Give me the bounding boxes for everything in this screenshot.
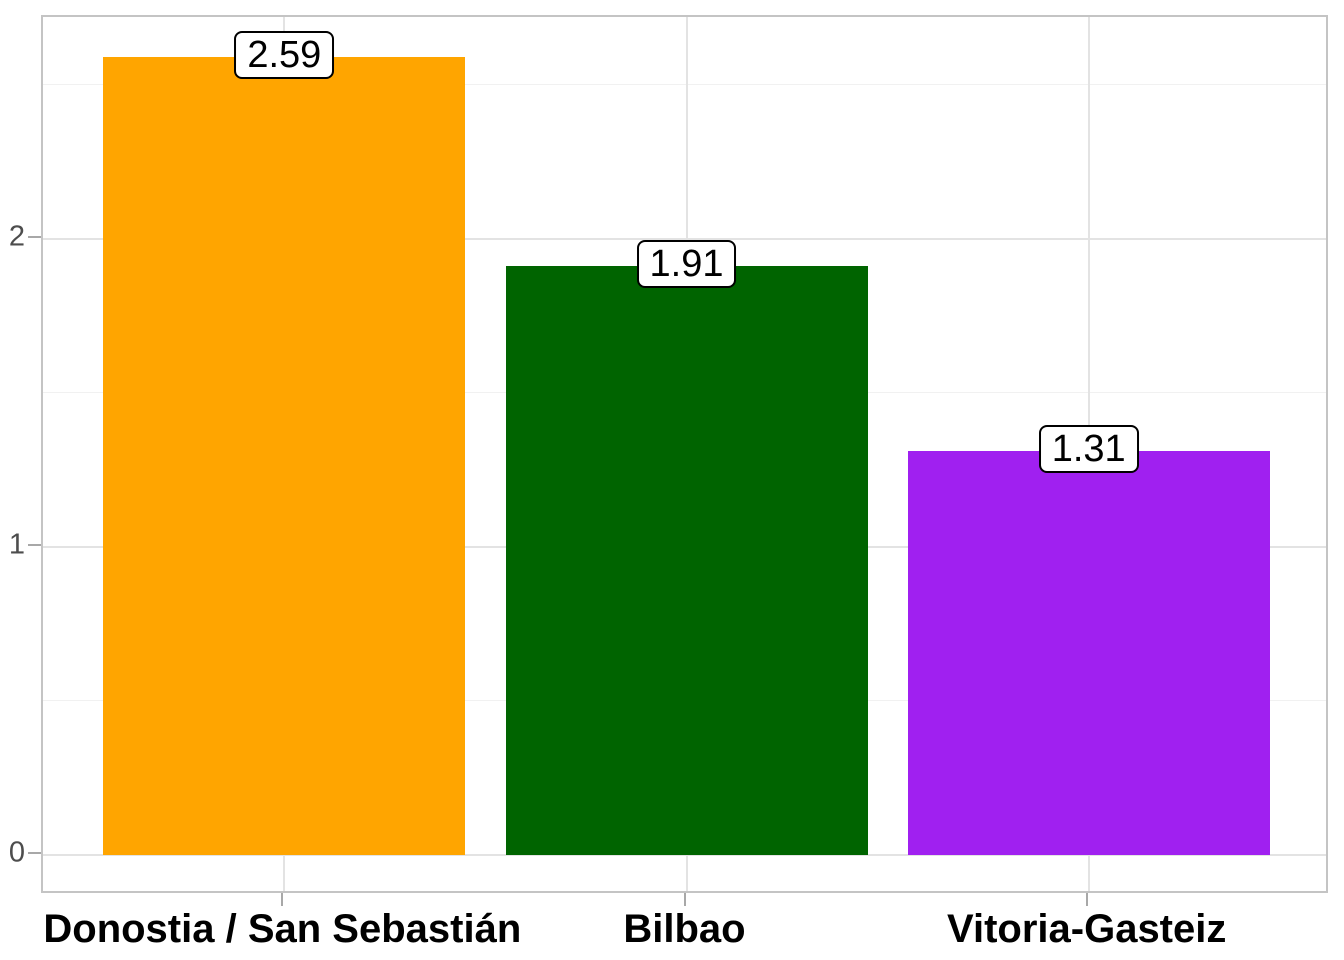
y-tick-label-0: 0	[8, 836, 25, 869]
value-label-bilbao: 1.91	[636, 240, 737, 289]
x-tick-mark-vitoria-gasteiz	[1085, 893, 1088, 906]
y-tick-mark-1	[28, 543, 41, 546]
bar-vitoria-gasteiz[interactable]	[908, 451, 1270, 855]
value-label-vitoria-gasteiz: 1.31	[1038, 425, 1139, 474]
x-tick-mark-bilbao	[683, 893, 686, 906]
plot-panel: 2.59 1.91 1.31	[41, 15, 1328, 893]
x-category-label-donostia-san-sebastian: Donostia / San Sebastián	[43, 907, 522, 951]
bar-bilbao[interactable]	[506, 266, 868, 855]
y-tick-mark-0	[28, 852, 41, 855]
bar-donostia-san-sebastian[interactable]	[103, 57, 465, 855]
y-tick-label-1: 1	[8, 528, 25, 561]
x-category-label-bilbao: Bilbao	[623, 907, 746, 951]
gridline-minor-y-2.5	[43, 83, 1326, 85]
y-tick-mark-2	[28, 235, 41, 238]
value-label-donostia-san-sebastian: 2.59	[234, 30, 335, 79]
gridline-major-y-2	[43, 237, 1326, 240]
x-category-label-vitoria-gasteiz: Vitoria-Gasteiz	[947, 907, 1227, 951]
x-tick-mark-donostia-san-sebastian	[281, 893, 284, 906]
gridline-major-y-0	[43, 854, 1326, 857]
y-tick-label-2: 2	[8, 220, 25, 253]
